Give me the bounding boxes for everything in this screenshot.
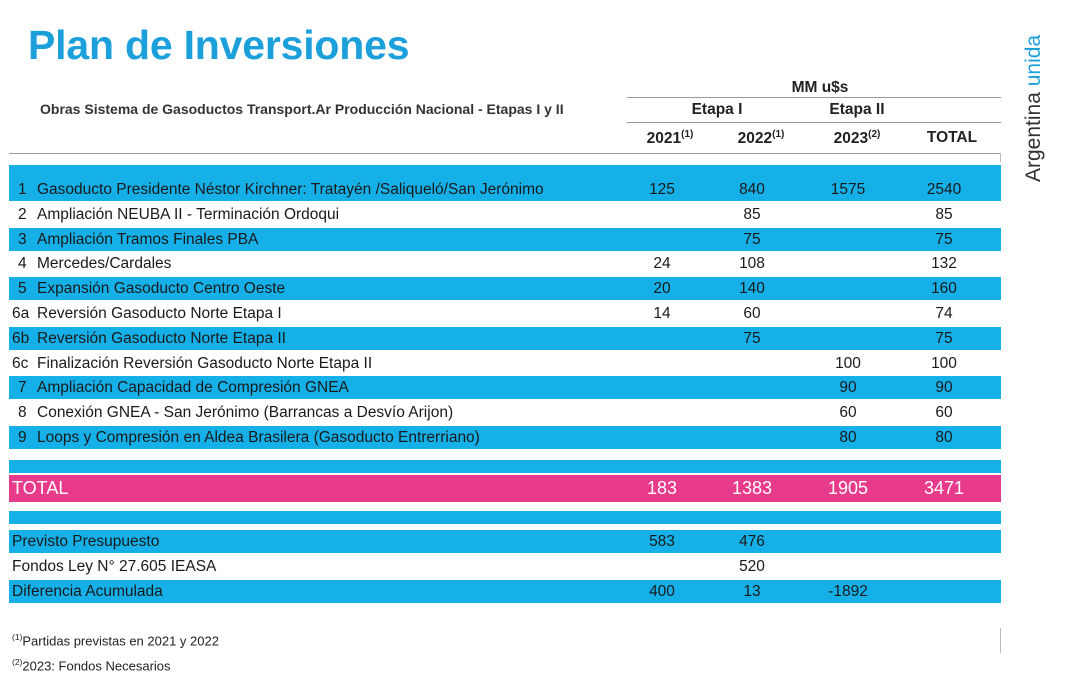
budget-row: Previsto Presupuesto 583 476	[9, 530, 1001, 553]
table-row: 5 Expansión Gasoducto Centro Oeste 20 140 16…	[9, 277, 1001, 301]
divider	[9, 153, 1001, 154]
col-header-total: TOTAL	[926, 129, 978, 146]
table-row: 3 Ampliación Tramos Finales PBA 75 75	[9, 227, 1001, 251]
footnote-1: (1)Partidas previstas en 2021 y 2022	[12, 632, 219, 649]
divider	[627, 122, 1001, 123]
col-header-2023: 2023(2)	[833, 129, 881, 148]
brand-logo-text: Argentina unida	[1022, 22, 1048, 182]
row-project-name: Reversión Gasoducto Norte Etapa II	[37, 329, 286, 347]
table-row: 1 Gasoducto Presidente Néstor Kirchner: T…	[9, 178, 1001, 201]
brand-word: Argentina	[1022, 92, 1045, 182]
divider	[1000, 628, 1001, 653]
stage-1-header: Etapa I	[691, 101, 743, 118]
row-project-name: Ampliación Tramos Finales PBA	[37, 230, 259, 248]
row-project-name: Ampliación Capacidad de Compresión GNEA	[37, 379, 349, 397]
table-row: 2 Ampliación NEUBA II - Terminación Ordoq…	[9, 203, 1001, 226]
stage-2-header: Etapa II	[829, 101, 885, 118]
row-number: 9	[18, 429, 27, 446]
row-number: 1	[18, 181, 27, 198]
brand-accent-word: unida	[1022, 34, 1045, 87]
row-number: 6a	[12, 305, 30, 322]
row-project-name: Ampliación NEUBA II - Terminación Ordoqu…	[37, 205, 340, 223]
budget-row: Fondos Ley N° 27.605 IEASA 520	[9, 555, 1001, 578]
row-number: 7	[18, 379, 27, 397]
row-project-name: Gasoducto Presidente Néstor Kirchner: Tr…	[37, 181, 544, 198]
col-header-2022: 2022(1)	[737, 129, 785, 148]
row-number: 4	[18, 255, 27, 273]
row-number: 6b	[12, 329, 30, 347]
table-divider-bar	[9, 165, 1001, 178]
table-row: 6c Finalización Reversión Gasoducto Norte…	[9, 352, 1001, 375]
col-header-2021: 2021(1)	[646, 129, 694, 148]
row-project-name: Reversión Gasoducto Norte Etapa I	[37, 305, 282, 322]
row-number: 6c	[12, 354, 29, 372]
budget-row: Diferencia Acumulada 400 13 -1892	[9, 580, 1001, 603]
table-divider-bar	[9, 511, 1001, 524]
table-row: 6a Reversión Gasoducto Norte Etapa I 14 60 7…	[9, 302, 1001, 325]
table-row: 4 Mercedes/Cardales 24 108 132	[9, 252, 1001, 275]
total-label: TOTAL	[12, 478, 69, 498]
row-project-name: Finalización Reversión Gasoducto Norte E…	[37, 354, 373, 372]
table-row: 9 Loops y Compresión en Aldea Brasilera (…	[9, 426, 1001, 449]
row-number: 8	[18, 404, 27, 422]
units-header: MM u$s	[791, 79, 849, 96]
total-row: TOTAL 183 1383 1905 3471	[9, 475, 1001, 502]
row-project-name: Loops y Compresión en Aldea Brasilera (G…	[37, 429, 480, 446]
budget-label: Diferencia Acumulada	[12, 583, 163, 600]
table-row: 7 Ampliación Capacidad de Compresión GNEA…	[9, 376, 1001, 400]
row-project-name: Mercedes/Cardales	[37, 255, 172, 273]
row-project-name: Expansión Gasoducto Centro Oeste	[37, 280, 286, 298]
page-title: Plan de Inversiones	[28, 22, 410, 68]
table-subtitle: Obras Sistema de Gasoductos Transport.Ar…	[40, 101, 564, 117]
table-row: 8 Conexión GNEA - San Jerónimo (Barrancas…	[9, 401, 1001, 424]
row-project-name: Conexión GNEA - San Jerónimo (Barrancas …	[37, 404, 454, 422]
row-number: 3	[18, 230, 27, 248]
budget-label: Fondos Ley N° 27.605 IEASA	[12, 558, 217, 575]
footnote-2: (2)2023: Fondos Necesarios	[12, 657, 171, 674]
divider	[1000, 153, 1001, 162]
budget-label: Previsto Presupuesto	[12, 533, 160, 550]
row-number: 5	[18, 280, 27, 298]
row-number: 2	[18, 205, 27, 223]
table-divider-bar	[9, 460, 1001, 473]
divider	[627, 97, 1001, 98]
table-row: 6b Reversión Gasoducto Norte Etapa II 75 75	[9, 326, 1001, 350]
